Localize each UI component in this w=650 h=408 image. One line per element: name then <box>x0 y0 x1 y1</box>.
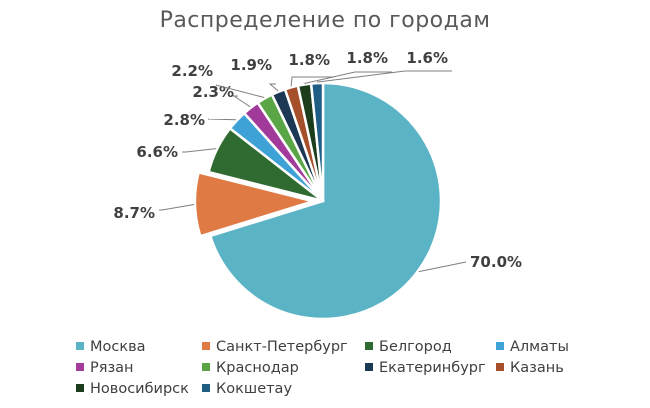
chart-legend: Москва Санкт-Петербург Белгород Алматы Рязан… <box>76 338 636 402</box>
legend-label: Екатеринбург <box>379 360 486 376</box>
legend-item: Екатеринбург <box>365 359 486 377</box>
data-label: 2.8% <box>163 111 205 129</box>
data-label: 8.7% <box>113 204 155 222</box>
legend-swatch <box>202 363 210 371</box>
legend-label: Белгород <box>379 339 452 355</box>
legend-swatch <box>202 342 210 350</box>
legend-item: Москва <box>76 338 146 356</box>
legend-swatch <box>76 363 84 371</box>
leader-line <box>316 70 452 83</box>
legend-label: Алматы <box>510 339 569 355</box>
data-label: 1.9% <box>230 56 272 74</box>
data-label: 70.0% <box>470 253 522 271</box>
leader-line <box>215 84 265 99</box>
legend-swatch <box>365 363 373 371</box>
chart-title: Распределение по городам <box>159 8 491 33</box>
legend-label: Новосибирск <box>90 381 189 397</box>
legend-label: Казань <box>510 360 564 376</box>
legend-swatch <box>496 363 504 371</box>
legend-swatch <box>202 384 210 392</box>
leader-line <box>418 261 467 273</box>
legend-item: Новосибирск <box>76 380 189 398</box>
leader-line <box>232 95 251 108</box>
legend-label: Краснодар <box>216 360 299 376</box>
legend-label: Кокшетау <box>216 381 293 397</box>
leader-line <box>304 71 392 84</box>
pie-slice <box>309 81 325 203</box>
data-label: 2.2% <box>171 62 213 80</box>
data-label: 1.8% <box>346 49 388 67</box>
legend-item: Кокшетау <box>202 380 292 398</box>
legend-label: Рязан <box>90 360 134 376</box>
leader-line <box>159 203 195 211</box>
data-label: 2.3% <box>192 83 234 101</box>
leader-line <box>207 118 237 121</box>
legend-swatch <box>496 342 504 350</box>
pie-slice <box>209 81 443 321</box>
legend-item: Алматы <box>496 338 569 356</box>
legend-item: Краснодар <box>202 359 299 377</box>
legend-item: Казань <box>496 359 564 377</box>
legend-label: Москва <box>90 339 146 355</box>
leader-line <box>290 76 334 87</box>
legend-item: Рязан <box>76 359 134 377</box>
legend-swatch <box>76 384 84 392</box>
legend-item: Санкт-Петербург <box>202 338 348 356</box>
pie-slice <box>193 171 315 238</box>
leader-line <box>268 83 279 92</box>
data-label: 1.6% <box>406 49 448 67</box>
legend-item: Белгород <box>365 338 452 356</box>
leader-line <box>182 148 217 153</box>
data-label: 6.6% <box>136 143 178 161</box>
legend-label: Санкт-Петербург <box>216 339 348 355</box>
pie-chart: 70.0% 8.7% 6.6% 2.8% 2.3% 2.2% 1.9% 1.8% 1.8% 1.6… <box>113 49 522 321</box>
legend-swatch <box>76 342 84 350</box>
legend-swatch <box>365 342 373 350</box>
data-label: 1.8% <box>288 51 330 69</box>
